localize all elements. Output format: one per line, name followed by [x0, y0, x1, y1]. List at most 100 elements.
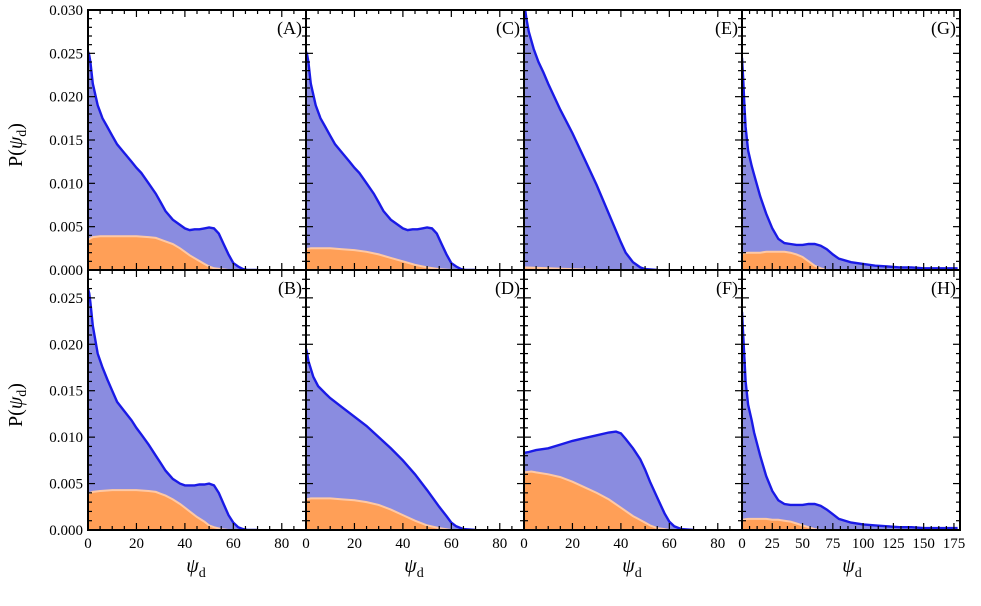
x-tick-label: 25 [765, 536, 780, 552]
x-tick-label: 20 [129, 536, 144, 552]
subset-line [88, 489, 234, 530]
panel-frame [741, 269, 961, 531]
x-tick-label: 0 [520, 536, 528, 552]
subset-area [524, 471, 670, 530]
subset-area [742, 518, 821, 530]
subset-line [306, 247, 452, 270]
total-area [306, 348, 476, 530]
x-axis-title-col2: ψd [404, 555, 423, 581]
x-tick-label: 80 [274, 536, 289, 552]
panel-label: (G) [931, 18, 956, 39]
plot-area [306, 348, 476, 530]
x-tick-label: 0 [738, 536, 746, 552]
x-tick-label: 60 [226, 536, 241, 552]
subset-line [742, 250, 828, 270]
total-area [742, 57, 958, 270]
panel-label: (F) [716, 278, 738, 299]
panel-e: (E) [523, 9, 743, 271]
plot-area [306, 51, 476, 270]
x-tick-label: 0 [302, 536, 310, 552]
subset-line [306, 497, 452, 530]
total-area [306, 51, 476, 270]
y-tick-label: 0.005 [49, 220, 83, 236]
y-axis-title-top: P(ψd) [5, 123, 30, 167]
subset-line [88, 235, 234, 270]
subset-line [524, 470, 670, 530]
x-tick-label: 40 [177, 536, 192, 552]
x-tick-label: 60 [444, 536, 459, 552]
x-tick-label: 40 [613, 536, 628, 552]
y-tick-label: 0.015 [49, 133, 83, 149]
total-area [88, 51, 258, 270]
subset-area [306, 248, 452, 270]
x-tick-label: 80 [492, 536, 507, 552]
x-tick-label: 100 [852, 536, 875, 552]
panel-a: 0.000 0.005 0.010 0.015 0.020 0.025 0.030 (A) [49, 3, 307, 279]
panel-label: (C) [496, 18, 520, 39]
x-tick-label: 150 [912, 536, 935, 552]
x-axis-title-col4: ψd [842, 555, 861, 581]
total-line [742, 57, 958, 270]
subset-area [742, 251, 827, 270]
x-tick-label: 50 [795, 536, 810, 552]
x-axis-title-col3: ψd [622, 555, 641, 581]
x-tick-label: 20 [565, 536, 580, 552]
total-area [742, 311, 958, 530]
x-tick-label: 75 [825, 536, 840, 552]
y-tick-label: 0.005 [49, 477, 83, 493]
plot-area [88, 51, 258, 270]
x-tick-label: 40 [395, 536, 410, 552]
panel-g: (G) [741, 9, 961, 271]
subset-area [88, 490, 234, 530]
total-line [524, 10, 658, 270]
x-axis-title-col1: ψd [186, 555, 205, 581]
y-tick-label: 0.020 [49, 337, 83, 353]
y-axis-title-top-text: P(ψd) [5, 123, 30, 167]
total-line [306, 348, 476, 530]
x-tick-label: 60 [662, 536, 677, 552]
subset-line [742, 517, 821, 530]
y-tick-label: 0.020 [49, 90, 83, 106]
y-tick-label: 0.030 [49, 3, 83, 19]
x-tick-label: 20 [347, 536, 362, 552]
y-axis-title-bottom: P(ψd) [5, 383, 30, 427]
y-tick-label: 0.025 [49, 46, 83, 62]
y-tick-label: 0.015 [49, 384, 83, 400]
x-tick-label: 125 [882, 536, 905, 552]
plot-area [742, 57, 958, 270]
panel-h: 0 25 50 75 100 125 150 175 (H) [738, 269, 966, 552]
subset-area [88, 236, 234, 270]
panel-c: (C) [305, 9, 525, 271]
plot-area [742, 311, 958, 530]
panel-label: (E) [715, 18, 738, 39]
panel-f: 0 20 40 60 80 (F) [520, 269, 743, 552]
subset-area [306, 498, 452, 530]
y-tick-label: 0.000 [49, 263, 83, 279]
panel-label: (D) [495, 278, 520, 299]
total-line [88, 288, 258, 530]
y-tick-label: 0.000 [49, 523, 83, 539]
total-line [306, 51, 476, 270]
x-tick-label: 80 [710, 536, 725, 552]
total-area [524, 10, 658, 270]
panel-b: 0 20 40 60 80 0.000 0.005 0.010 0.015 0.020 0.025 (… [49, 269, 307, 552]
panel-d: 0 20 40 60 80 (D) [302, 269, 525, 552]
panel-grid: 0.000 0.005 0.010 0.015 0.020 0.025 0.030 (A) 0 2… [49, 3, 966, 552]
panel-label: (H) [931, 278, 956, 299]
x-tick-label: 175 [943, 536, 966, 552]
y-axis-title-bottom-text: P(ψd) [5, 383, 30, 427]
plot-area [88, 288, 258, 530]
total-line [88, 51, 258, 270]
y-tick-label: 0.010 [49, 430, 83, 446]
plot-area [524, 430, 694, 530]
y-tick-label: 0.025 [49, 291, 83, 307]
total-line [524, 430, 694, 530]
plot-area [524, 10, 658, 270]
total-area [88, 288, 258, 530]
panel-label: (B) [278, 278, 302, 299]
total-line [742, 311, 958, 530]
y-tick-label: 0.010 [49, 176, 83, 192]
panel-label: (A) [277, 18, 302, 39]
x-tick-label: 0 [84, 536, 92, 552]
